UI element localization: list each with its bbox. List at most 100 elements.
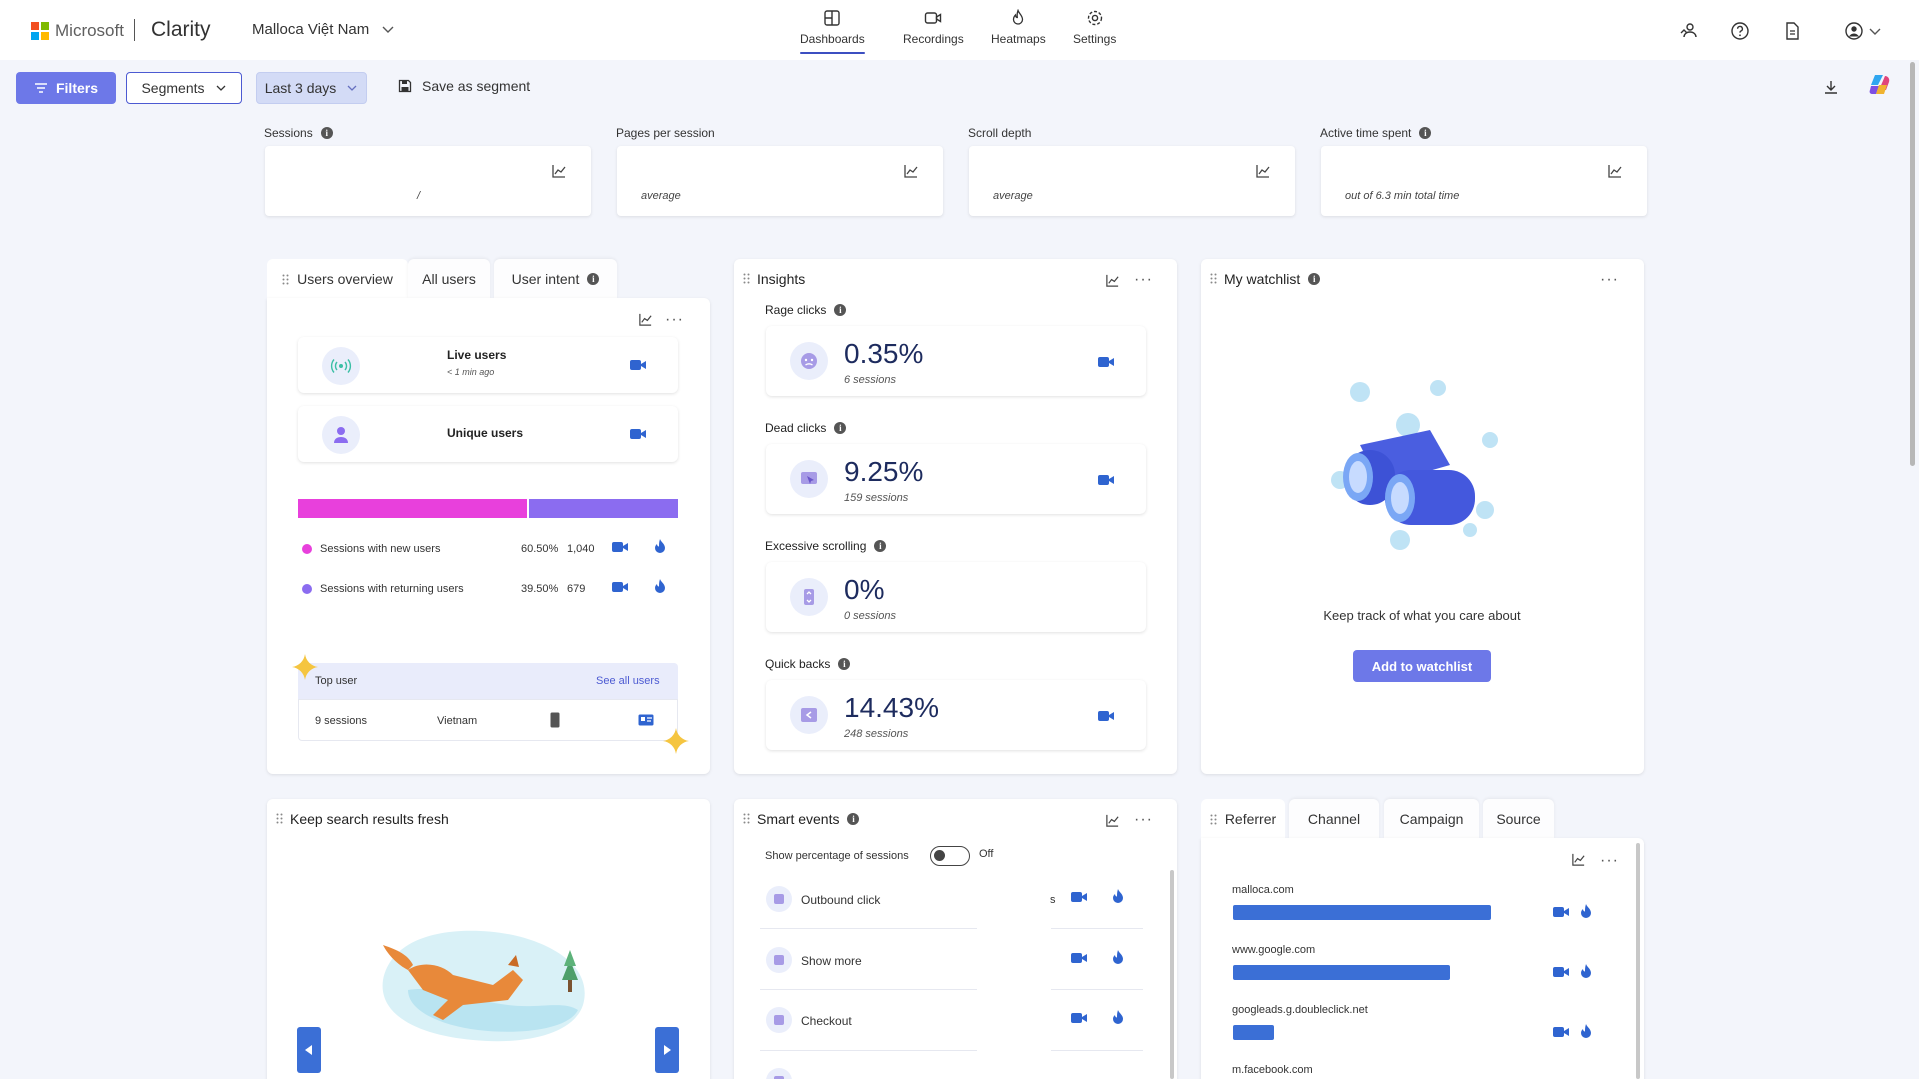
tab-source[interactable]: Source bbox=[1483, 799, 1554, 839]
copilot-icon[interactable] bbox=[1867, 72, 1893, 98]
scroll-depth-card[interactable]: average bbox=[969, 146, 1295, 216]
video-icon[interactable] bbox=[1098, 474, 1114, 486]
heatmap-icon[interactable] bbox=[1580, 1024, 1592, 1038]
drag-handle-icon[interactable] bbox=[282, 274, 289, 285]
video-icon[interactable] bbox=[1553, 1026, 1569, 1038]
more-options-icon[interactable]: ··· bbox=[1600, 271, 1619, 288]
dead-clicks-card[interactable]: 9.25% 159 sessions bbox=[766, 444, 1146, 514]
next-button[interactable] bbox=[655, 1027, 679, 1073]
drag-handle-icon[interactable] bbox=[743, 813, 750, 824]
more-options-icon[interactable]: ··· bbox=[1134, 811, 1153, 828]
trend-chart-icon[interactable] bbox=[1607, 163, 1623, 179]
product-name[interactable]: Clarity bbox=[151, 18, 211, 41]
more-options-icon[interactable]: ··· bbox=[1134, 271, 1153, 288]
tab-user-intent[interactable]: User intent i bbox=[494, 259, 617, 299]
chevron-down-icon[interactable] bbox=[1868, 21, 1882, 41]
referrer-name[interactable]: malloca.com bbox=[1232, 884, 1294, 896]
add-to-watchlist-button[interactable]: Add to watchlist bbox=[1353, 650, 1491, 682]
drag-handle-icon[interactable] bbox=[276, 813, 283, 824]
chevron-down-icon[interactable] bbox=[381, 22, 395, 36]
drag-handle-icon[interactable] bbox=[743, 273, 750, 284]
trend-chart-icon[interactable] bbox=[1571, 852, 1586, 867]
video-icon[interactable] bbox=[1071, 952, 1087, 964]
heatmap-icon[interactable] bbox=[1112, 1010, 1124, 1024]
info-icon[interactable]: i bbox=[1419, 127, 1432, 139]
video-icon[interactable] bbox=[630, 359, 646, 371]
see-all-users-link[interactable]: See all users bbox=[596, 675, 660, 687]
trend-chart-icon[interactable] bbox=[1105, 813, 1120, 828]
previous-button[interactable] bbox=[297, 1027, 321, 1073]
heatmap-icon[interactable] bbox=[654, 539, 666, 553]
referrer-name[interactable]: m.facebook.com bbox=[1232, 1064, 1313, 1076]
info-icon[interactable]: i bbox=[320, 127, 333, 139]
event-checkout-label[interactable]: Checkout bbox=[801, 1014, 852, 1028]
video-icon[interactable] bbox=[1071, 891, 1087, 903]
nav-heatmaps[interactable]: Heatmaps bbox=[991, 9, 1046, 46]
referrer-bar[interactable] bbox=[1233, 905, 1491, 920]
new-users-bar-segment[interactable] bbox=[298, 499, 527, 518]
segments-dropdown[interactable]: Segments bbox=[126, 72, 242, 104]
download-icon[interactable] bbox=[1823, 79, 1839, 95]
drag-handle-icon[interactable] bbox=[1210, 814, 1217, 825]
filters-button[interactable]: Filters bbox=[16, 72, 116, 104]
project-selector-label[interactable]: Malloca Việt Nam bbox=[252, 21, 370, 38]
referrer-scrollbar[interactable] bbox=[1636, 843, 1640, 1079]
info-icon[interactable]: i bbox=[874, 540, 887, 552]
info-icon[interactable]: i bbox=[834, 422, 847, 434]
user-card-icon[interactable] bbox=[638, 714, 654, 726]
save-as-segment-button[interactable]: Save as segment bbox=[398, 78, 530, 94]
unique-users-card[interactable]: Unique users bbox=[298, 406, 678, 462]
date-range-dropdown[interactable]: Last 3 days bbox=[256, 72, 367, 104]
active-time-card[interactable]: out of 6.3 min total time bbox=[1321, 146, 1647, 216]
document-icon[interactable] bbox=[1782, 21, 1802, 41]
nav-dashboards[interactable]: Dashboards bbox=[800, 9, 865, 54]
microsoft-logo[interactable]: Microsoft bbox=[31, 21, 124, 41]
trend-chart-icon[interactable] bbox=[1255, 163, 1271, 179]
info-icon[interactable]: i bbox=[587, 273, 600, 285]
page-scrollbar-track[interactable] bbox=[1906, 60, 1919, 1079]
heatmap-icon[interactable] bbox=[1580, 964, 1592, 978]
trend-chart-icon[interactable] bbox=[551, 163, 567, 179]
nav-settings[interactable]: Settings bbox=[1073, 9, 1116, 46]
share-people-icon[interactable] bbox=[1679, 21, 1699, 41]
video-icon[interactable] bbox=[1071, 1012, 1087, 1024]
video-icon[interactable] bbox=[1553, 906, 1569, 918]
trend-chart-icon[interactable] bbox=[638, 312, 653, 327]
pages-per-session-card[interactable]: average bbox=[617, 146, 943, 216]
heatmap-icon[interactable] bbox=[654, 579, 666, 593]
info-icon[interactable]: i bbox=[838, 658, 851, 670]
returning-users-bar-segment[interactable] bbox=[529, 499, 678, 518]
top-user-row[interactable]: 9 sessions Vietnam bbox=[298, 699, 678, 741]
info-icon[interactable]: i bbox=[834, 304, 847, 316]
tab-referrer[interactable]: Referrer bbox=[1201, 799, 1285, 839]
event-show-more-label[interactable]: Show more bbox=[801, 954, 862, 968]
more-options-icon[interactable]: ··· bbox=[1600, 852, 1619, 869]
tab-campaign[interactable]: Campaign bbox=[1384, 799, 1479, 839]
referrer-name[interactable]: googleads.g.doubleclick.net bbox=[1232, 1004, 1368, 1016]
help-icon[interactable] bbox=[1730, 21, 1750, 41]
live-users-card[interactable]: Live users < 1 min ago bbox=[298, 337, 678, 393]
drag-handle-icon[interactable] bbox=[1210, 273, 1217, 284]
video-icon[interactable] bbox=[1098, 710, 1114, 722]
nav-recordings[interactable]: Recordings bbox=[903, 9, 964, 46]
info-icon[interactable]: i bbox=[1308, 273, 1321, 285]
sessions-card[interactable]: / bbox=[265, 146, 591, 216]
smart-events-scrollbar[interactable] bbox=[1170, 870, 1174, 1079]
tab-all-users[interactable]: All users bbox=[408, 259, 490, 299]
video-icon[interactable] bbox=[1098, 356, 1114, 368]
tab-channel[interactable]: Channel bbox=[1289, 799, 1379, 839]
quick-backs-card[interactable]: 14.43% 248 sessions bbox=[766, 680, 1146, 750]
event-outbound-click-label[interactable]: Outbound click bbox=[801, 893, 881, 907]
tab-users-overview[interactable]: Users overview bbox=[267, 259, 408, 299]
heatmap-icon[interactable] bbox=[1112, 950, 1124, 964]
heatmap-icon[interactable] bbox=[1580, 904, 1592, 918]
video-icon[interactable] bbox=[1553, 966, 1569, 978]
show-percentage-toggle[interactable] bbox=[930, 846, 970, 866]
more-options-icon[interactable]: ··· bbox=[665, 311, 684, 328]
referrer-bar[interactable] bbox=[1233, 965, 1450, 980]
referrer-name[interactable]: www.google.com bbox=[1232, 944, 1316, 956]
rage-clicks-card[interactable]: 0.35% 6 sessions bbox=[766, 326, 1146, 396]
account-icon[interactable] bbox=[1844, 21, 1864, 41]
video-icon[interactable] bbox=[612, 541, 628, 553]
excessive-scrolling-card[interactable]: 0% 0 sessions bbox=[766, 562, 1146, 632]
